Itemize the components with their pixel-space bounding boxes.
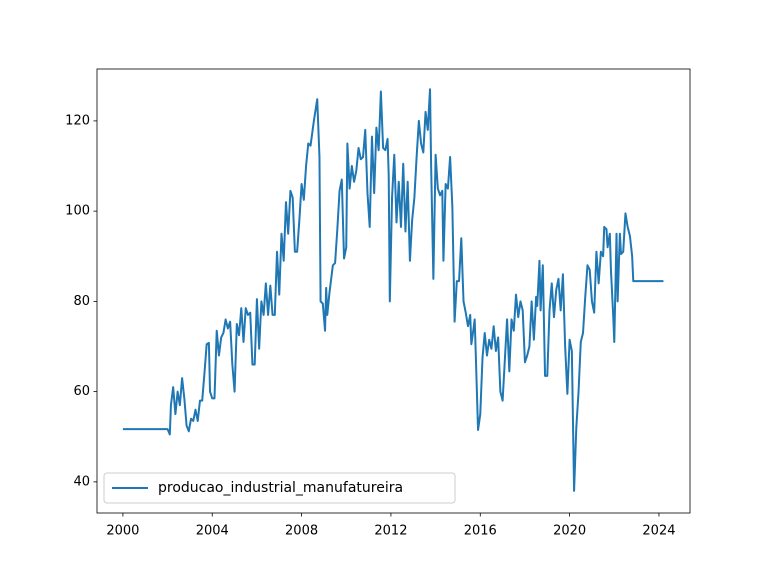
plot-frame (96, 68, 691, 514)
y-tick-label: 60 (73, 384, 90, 399)
x-tick-label: 2000 (106, 524, 139, 539)
x-tick-label: 2020 (553, 524, 586, 539)
x-tick-label: 2008 (285, 524, 318, 539)
x-tick-label: 2012 (374, 524, 407, 539)
y-tick-label: 80 (73, 294, 90, 309)
y-tick-label: 120 (65, 113, 90, 128)
data-line (122, 88, 664, 492)
legend-label: producao_industrial_manufatureira (158, 480, 403, 496)
y-tick-label: 100 (65, 204, 90, 219)
x-tick-label: 2024 (642, 524, 675, 539)
x-tick-label: 2004 (196, 524, 229, 539)
legend-box (103, 472, 456, 504)
x-tick-label: 2016 (464, 524, 497, 539)
y-tick-label: 40 (73, 474, 90, 489)
